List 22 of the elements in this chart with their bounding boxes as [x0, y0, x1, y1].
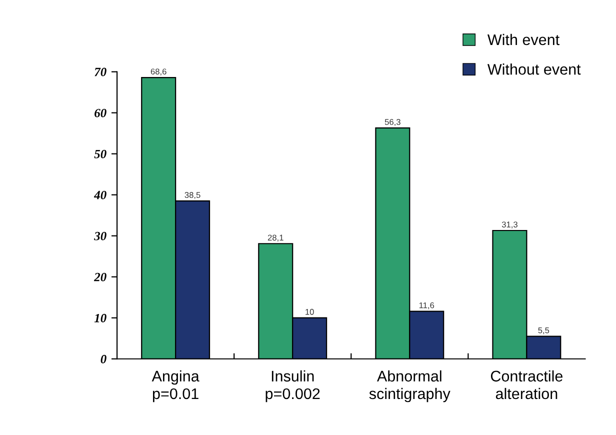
data-label: 68,6: [150, 68, 166, 76]
y-tick-label: 70: [94, 68, 106, 76]
legend-label: Without event: [487, 64, 581, 75]
x-tick-label: Insulin p=0.002: [266, 370, 320, 402]
data-label: 31,3: [502, 222, 518, 228]
y-tick-label: 30: [94, 232, 106, 240]
y-tick-label: 20: [94, 272, 106, 282]
data-label: 38,5: [184, 192, 200, 199]
data-label: 5,5: [538, 327, 550, 334]
legend-label: With event: [487, 34, 560, 46]
x-tick-label: Abnormal scintigraphy: [369, 370, 450, 402]
y-tick-label: 60: [94, 108, 106, 118]
x-tick-label: Contractile alteration: [490, 370, 563, 400]
y-tick-label: 50: [94, 150, 106, 158]
data-label: 56,3: [384, 119, 400, 126]
x-tick-label: Angina p=0.01: [152, 370, 200, 402]
y-tick-label: 40: [94, 190, 106, 200]
y-tick-label: 0: [100, 354, 106, 364]
data-label: 11,6: [419, 302, 434, 310]
y-tick-label: 10: [94, 314, 106, 322]
data-label: 28,1: [268, 234, 284, 242]
data-label: 10: [306, 308, 314, 315]
